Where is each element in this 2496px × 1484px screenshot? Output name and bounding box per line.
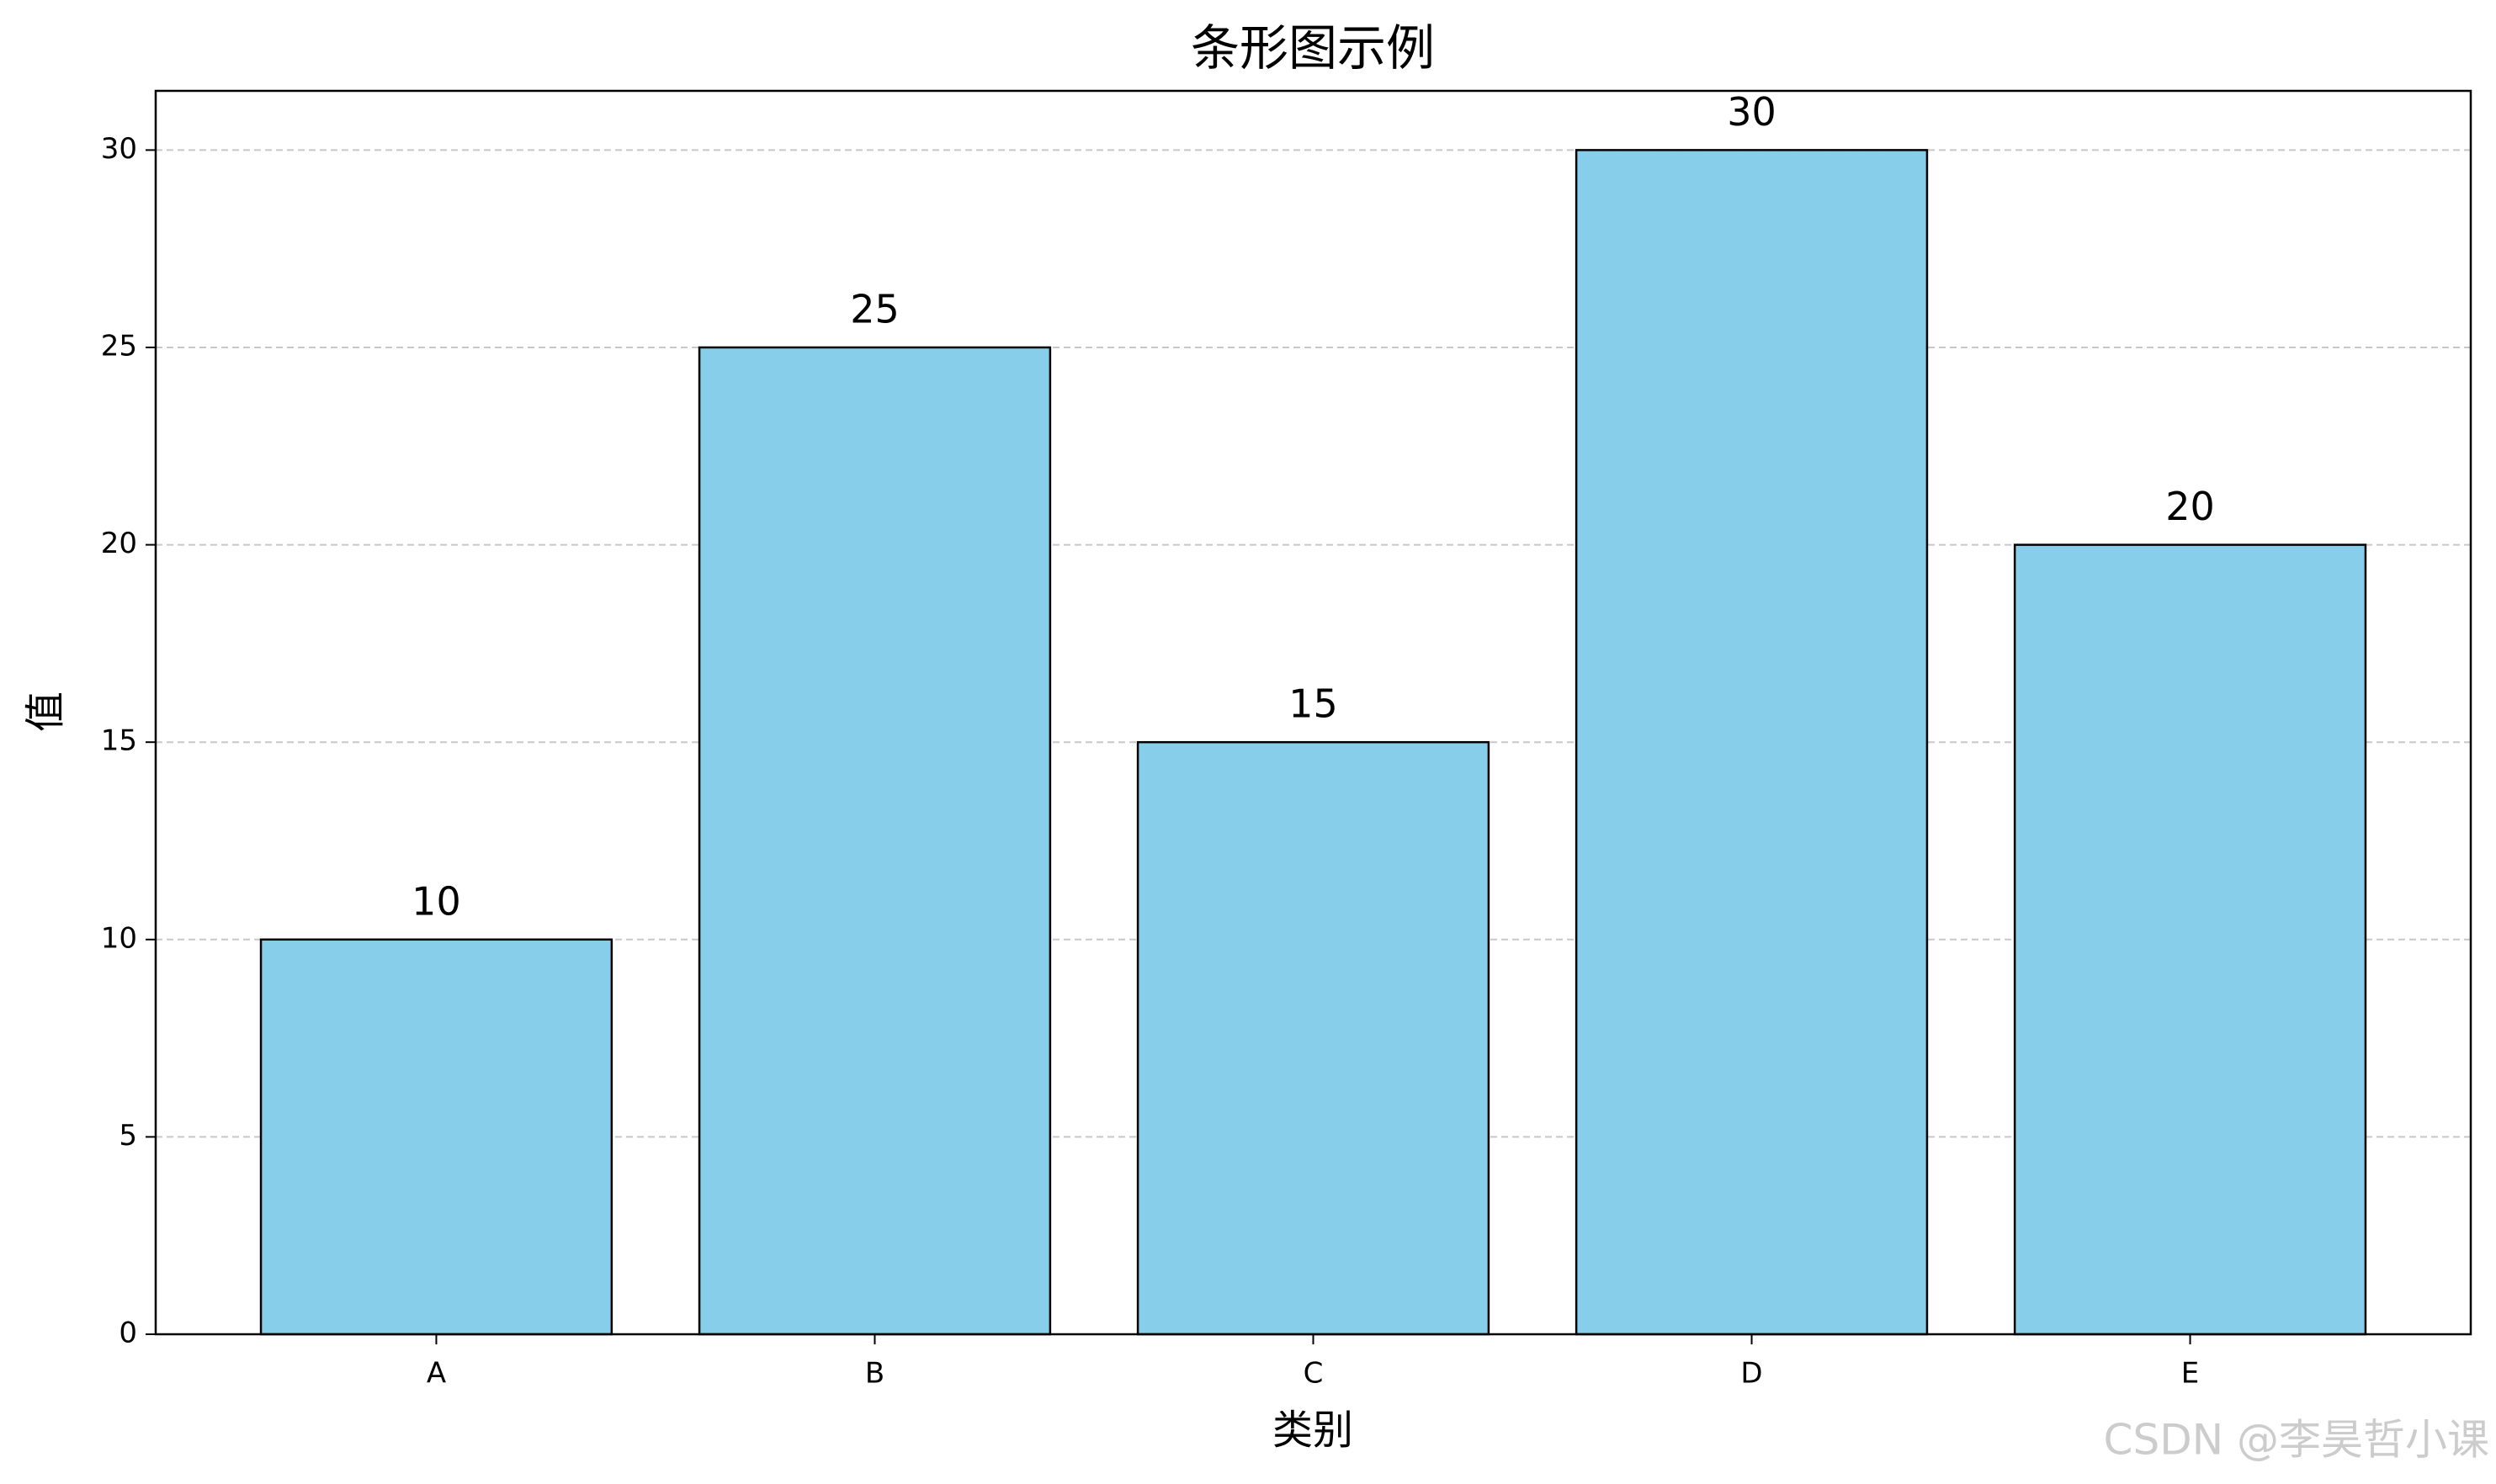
chart-title: 条形图示例 [1191,19,1435,77]
x-tick-label: C [1304,1357,1324,1391]
x-tick-label: D [1740,1357,1762,1391]
y-tick-label: 25 [101,329,137,363]
y-tick-label: 5 [119,1119,137,1153]
y-tick-label: 15 [101,724,137,758]
x-axis-label: 类别 [1272,1407,1353,1454]
value-label: 25 [850,286,900,331]
value-label: 15 [1288,681,1338,727]
x-tick-label: E [2181,1357,2199,1391]
y-tick-label: 0 [119,1317,137,1350]
value-label: 10 [412,878,461,924]
plot-frame [154,89,2472,1336]
bar [698,346,1052,1336]
bar [2013,543,2367,1336]
bar [1575,149,1929,1336]
value-label: 30 [1727,89,1776,135]
y-tick-label: 10 [101,921,137,955]
value-label: 20 [2165,484,2215,529]
x-tick-label: A [427,1357,446,1391]
watermark: CSDN @李昊哲小课 [2104,1416,2489,1465]
bar [1136,740,1490,1336]
x-tick-label: B [865,1357,884,1391]
y-axis-label: 值 [22,692,69,732]
bar [259,938,613,1336]
y-tick-label: 30 [101,132,137,166]
y-tick-label: 20 [101,527,137,560]
